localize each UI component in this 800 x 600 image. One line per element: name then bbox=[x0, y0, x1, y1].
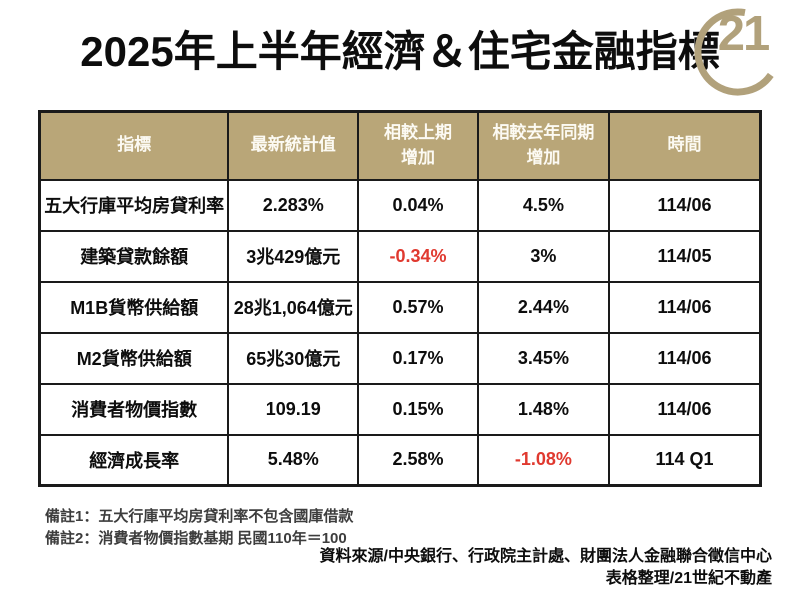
footnote-1: 備註1：五大行庫平均房貸利率不包含國庫借款 bbox=[45, 508, 354, 525]
latest-value-cell: 5.48% bbox=[227, 433, 360, 487]
vs-previous-cell: 0.04% bbox=[357, 178, 479, 232]
logo-21-text: 21 bbox=[718, 7, 769, 61]
table-row: 五大行庫平均房貸利率 2.283% 0.04% 4.5% 114/06 bbox=[38, 178, 762, 232]
vs-previous-cell: 0.15% bbox=[357, 382, 479, 436]
page-title: 2025年上半年經濟＆住宅金融指標 bbox=[80, 28, 720, 75]
latest-value-cell: 3兆429億元 bbox=[227, 229, 360, 283]
latest-value-cell: 109.19 bbox=[227, 382, 360, 436]
period-cell: 114/06 bbox=[608, 331, 762, 385]
vs-previous-cell: -0.34% bbox=[357, 229, 479, 283]
column-header-vs-previous: 相較上期 增加 bbox=[357, 110, 479, 181]
vs-year-ago-cell: -1.08% bbox=[476, 433, 611, 487]
period-cell: 114/06 bbox=[608, 382, 762, 436]
column-header-indicator: 指標 bbox=[38, 110, 230, 181]
period-cell: 114 Q1 bbox=[608, 433, 762, 487]
table-row: 經濟成長率 5.48% 2.58% -1.08% 114 Q1 bbox=[38, 433, 762, 487]
table-row: 建築貸款餘額 3兆429億元 -0.34% 3% 114/05 bbox=[38, 229, 762, 283]
table-credit-line: 表格整理/21世紀不動產 bbox=[605, 570, 772, 587]
indicator-cell: 五大行庫平均房貸利率 bbox=[38, 178, 230, 232]
logo-circle-arc bbox=[694, 8, 774, 96]
latest-value-cell: 2.283% bbox=[227, 178, 360, 232]
vs-year-ago-cell: 1.48% bbox=[476, 382, 611, 436]
table-row: M1B貨幣供給額 28兆1,064億元 0.57% 2.44% 114/06 bbox=[38, 280, 762, 334]
vs-year-ago-cell: 3.45% bbox=[476, 331, 611, 385]
vs-previous-cell: 0.17% bbox=[357, 331, 479, 385]
footnotes: 備註1：五大行庫平均房貸利率不包含國庫借款 備註2：消費者物價指數基期 民國11… bbox=[45, 506, 353, 550]
vs-previous-cell: 0.57% bbox=[357, 280, 479, 334]
indicator-cell: 消費者物價指數 bbox=[38, 382, 230, 436]
indicator-cell: 建築貸款餘額 bbox=[38, 229, 230, 283]
indicator-cell: 經濟成長率 bbox=[38, 433, 230, 487]
vs-year-ago-cell: 4.5% bbox=[476, 178, 611, 232]
period-cell: 114/06 bbox=[608, 280, 762, 334]
period-cell: 114/06 bbox=[608, 178, 762, 232]
latest-value-cell: 28兆1,064億元 bbox=[227, 280, 360, 334]
table-row: 消費者物價指數 109.19 0.15% 1.48% 114/06 bbox=[38, 382, 762, 436]
vs-previous-cell: 2.58% bbox=[357, 433, 479, 487]
period-cell: 114/05 bbox=[608, 229, 762, 283]
table-row: M2貨幣供給額 65兆30億元 0.17% 3.45% 114/06 bbox=[38, 331, 762, 385]
indicator-cell: M2貨幣供給額 bbox=[38, 331, 230, 385]
column-header-latest-value: 最新統計值 bbox=[227, 110, 360, 181]
vs-year-ago-cell: 3% bbox=[476, 229, 611, 283]
latest-value-cell: 65兆30億元 bbox=[227, 331, 360, 385]
column-header-period: 時間 bbox=[608, 110, 762, 181]
footnote-2: 備註2：消費者物價指數基期 民國110年＝100 bbox=[45, 530, 347, 547]
column-header-vs-year-ago: 相較去年同期 增加 bbox=[476, 110, 611, 181]
data-source-line: 資料來源/中央銀行、行政院主計處、財團法人金融聯合徵信中心 bbox=[319, 548, 772, 565]
vs-year-ago-cell: 2.44% bbox=[476, 280, 611, 334]
source-attribution: 資料來源/中央銀行、行政院主計處、財團法人金融聯合徵信中心 表格整理/21世紀不… bbox=[320, 546, 772, 590]
header-row: 指標 最新統計值 相較上期 增加 相較去年同期 增加 時間 bbox=[38, 110, 762, 181]
indicator-table: 指標 最新統計值 相較上期 增加 相較去年同期 增加 時間 五大行庫平均房貸利率… bbox=[38, 110, 762, 487]
century21-logo: 21 bbox=[694, 7, 774, 96]
indicator-table-header: 指標 最新統計值 相較上期 增加 相較去年同期 增加 時間 bbox=[38, 110, 762, 181]
indicator-cell: M1B貨幣供給額 bbox=[38, 280, 230, 334]
indicator-table-body: 五大行庫平均房貸利率 2.283% 0.04% 4.5% 114/06 建築貸款… bbox=[38, 178, 762, 487]
